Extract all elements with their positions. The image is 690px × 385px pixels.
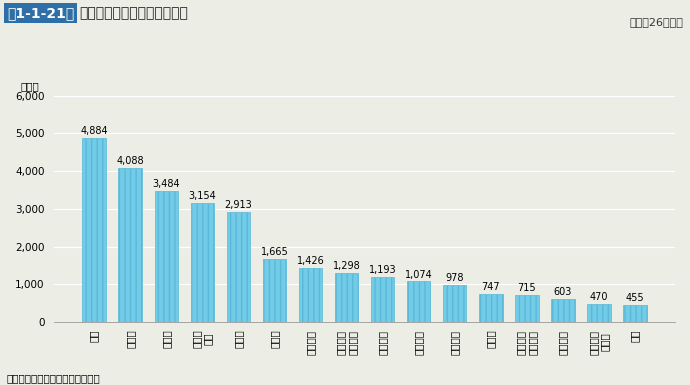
Bar [299,268,322,322]
Text: 1,074: 1,074 [405,270,433,280]
Bar [82,138,106,322]
Text: 主な出火原因別の出火件数: 主な出火原因別の出火件数 [79,6,188,20]
Text: 4,088: 4,088 [117,156,144,166]
Text: 1,298: 1,298 [333,261,360,271]
Text: 1,193: 1,193 [369,265,397,275]
Text: 4,884: 4,884 [80,126,108,136]
Bar [119,168,142,322]
Bar [371,277,395,322]
Text: 978: 978 [446,273,464,283]
Text: 1,665: 1,665 [261,247,288,257]
Text: 1,426: 1,426 [297,256,324,266]
Bar [263,259,286,322]
Text: 747: 747 [482,282,500,292]
Bar [587,304,611,322]
Text: （平成26年中）: （平成26年中） [629,17,683,27]
Bar [443,285,466,322]
Bar [623,305,647,322]
Bar [335,273,358,322]
Bar [407,281,431,322]
Text: 2,913: 2,913 [224,200,253,210]
Bar [190,203,214,322]
Text: 603: 603 [554,287,572,297]
Text: 470: 470 [590,292,609,302]
Bar [155,191,178,322]
Bar [227,212,250,322]
Text: 第1-1-21図: 第1-1-21図 [7,6,74,20]
Text: （備考）「火災報告」により作成: （備考）「火災報告」により作成 [7,373,101,383]
Y-axis label: （件）: （件） [20,81,39,91]
Text: 3,484: 3,484 [152,179,180,189]
Bar [551,299,575,322]
Bar [479,294,502,322]
Text: 715: 715 [518,283,536,293]
Text: 455: 455 [626,293,644,303]
Bar [515,295,539,322]
Text: 3,154: 3,154 [188,191,216,201]
